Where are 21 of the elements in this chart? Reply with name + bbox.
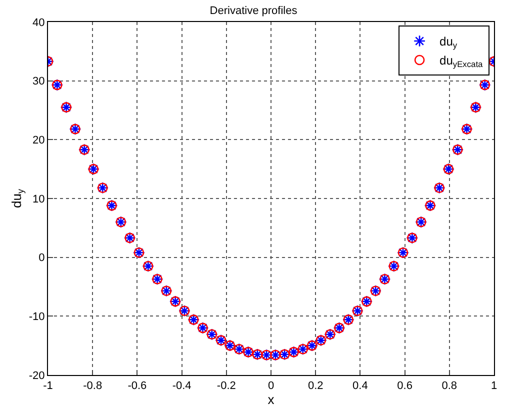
x-tick-label: 0.4 — [352, 380, 368, 392]
x-tick-label: -1 — [43, 380, 53, 392]
x-tick-label: -0.2 — [216, 380, 236, 392]
x-tick-label: -0.4 — [172, 380, 192, 392]
y-tick-label: -10 — [28, 311, 45, 324]
x-tick-label: -0.8 — [83, 380, 102, 392]
x-tick-label: 0.2 — [308, 380, 324, 392]
y-tick-label: 40 — [32, 16, 45, 29]
chart-title: Derivative profiles — [210, 4, 298, 17]
y-tick-label: 30 — [32, 76, 45, 88]
legend-label: du$_{y}$ — [440, 34, 458, 50]
y-tick-label: 10 — [32, 193, 45, 206]
y-tick-label: 20 — [32, 134, 45, 147]
x-tick-label: 1 — [490, 380, 498, 392]
x-tick-label: 0.8 — [442, 380, 458, 392]
x-axis-title: x — [268, 392, 275, 408]
x-tick-label: 0.6 — [397, 380, 412, 392]
x-tick-label: -0.6 — [128, 380, 147, 392]
y-tick-label: 0 — [38, 252, 45, 264]
x-tick-label: 0 — [268, 380, 274, 392]
y-tick-label: -20 — [28, 370, 45, 382]
